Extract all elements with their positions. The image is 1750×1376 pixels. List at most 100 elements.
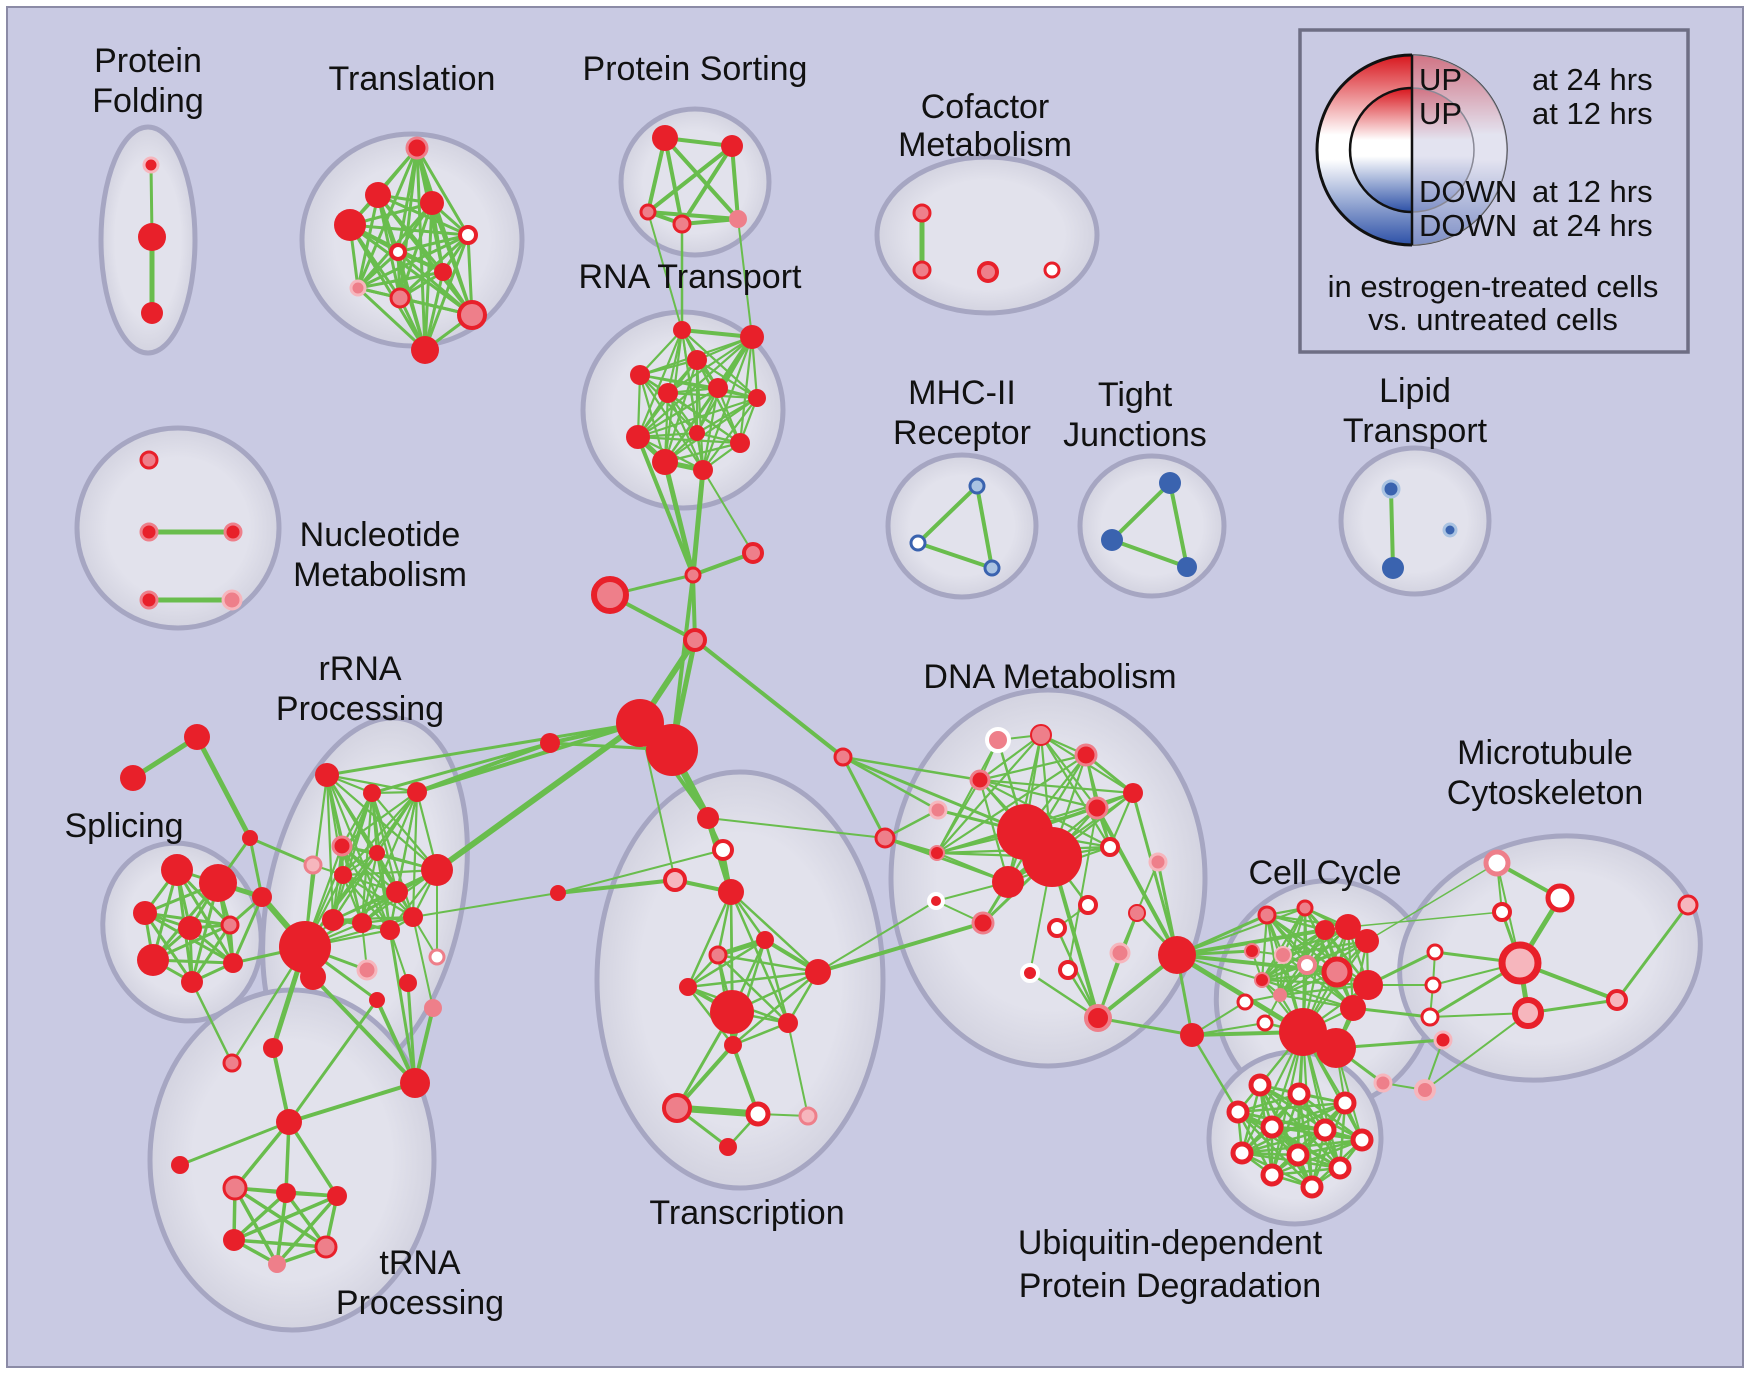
cluster-label-tight-junctions: Tight	[1098, 376, 1173, 414]
edge	[356, 233, 470, 290]
edge	[415, 146, 470, 237]
node	[712, 839, 734, 861]
edge	[1110, 481, 1172, 542]
node	[380, 920, 400, 940]
edge	[1175, 928, 1327, 957]
node	[457, 300, 487, 330]
legend-direction-1: UP	[1419, 96, 1462, 131]
edge	[356, 270, 445, 290]
edge	[841, 755, 887, 840]
node	[1313, 1118, 1337, 1142]
node	[1373, 1073, 1393, 1093]
node	[1498, 941, 1542, 985]
node	[1483, 849, 1511, 877]
node	[652, 125, 678, 151]
node	[1286, 1143, 1310, 1167]
node	[184, 724, 210, 750]
node	[1316, 1028, 1356, 1068]
node	[693, 460, 713, 480]
node	[1101, 529, 1123, 551]
legend-faded-half	[1412, 55, 1507, 245]
node	[220, 915, 240, 935]
node	[363, 784, 381, 802]
node	[222, 1175, 248, 1201]
node	[139, 450, 159, 470]
edge	[730, 144, 740, 221]
node	[181, 971, 203, 993]
edge	[686, 890, 733, 989]
node	[1420, 1007, 1440, 1027]
node	[356, 959, 378, 981]
edge	[729, 890, 820, 974]
node	[1100, 837, 1120, 857]
edge	[1067, 807, 1098, 971]
cluster-label-protein-sorting: Protein Sorting	[583, 50, 808, 88]
edge	[287, 1120, 339, 1198]
edge	[1270, 1138, 1364, 1177]
edge	[978, 778, 1135, 795]
edge	[666, 391, 705, 472]
node	[1074, 743, 1098, 767]
edge	[325, 721, 642, 777]
node	[389, 287, 411, 309]
node	[1545, 883, 1575, 913]
node	[1274, 946, 1292, 964]
cluster-label-splicing: Splicing	[64, 807, 183, 845]
node	[369, 845, 385, 861]
node	[252, 887, 272, 907]
node	[1244, 943, 1260, 959]
edge	[233, 1120, 291, 1190]
edge	[737, 218, 753, 338]
edge	[190, 980, 234, 1065]
edge	[1429, 1012, 1529, 1018]
edge	[690, 467, 706, 578]
node	[142, 156, 160, 174]
node	[1020, 963, 1040, 983]
edge	[1260, 906, 1307, 982]
edge	[1168, 481, 1189, 569]
edge	[175, 868, 235, 965]
node	[833, 747, 853, 767]
node	[729, 210, 747, 228]
edge	[666, 391, 742, 445]
edge	[935, 733, 1043, 855]
legend-time-3: at 24 hrs	[1532, 208, 1653, 243]
cluster-label-trna-processing: Processing	[336, 1284, 504, 1322]
cluster-label-mhc-ii-receptor: Receptor	[893, 414, 1031, 452]
node	[719, 1138, 737, 1156]
edge	[701, 396, 759, 472]
node	[1297, 955, 1317, 975]
node	[331, 835, 353, 857]
node	[1043, 261, 1061, 279]
edge	[1096, 1016, 1194, 1037]
node	[389, 243, 407, 261]
node	[1022, 827, 1082, 887]
node	[1148, 852, 1168, 872]
node	[1226, 1100, 1250, 1124]
node	[1606, 989, 1628, 1011]
node	[400, 1068, 430, 1098]
node	[315, 763, 339, 787]
cluster-ellipse-lipid-transport	[1338, 445, 1492, 597]
node	[1414, 1079, 1436, 1101]
node	[405, 136, 429, 160]
edge	[663, 396, 759, 464]
legend-inner-left-arc	[1348, 86, 1413, 214]
edge	[406, 981, 417, 1085]
node	[1273, 988, 1287, 1002]
edge	[375, 998, 417, 1085]
node	[399, 974, 417, 992]
edge	[1615, 903, 1690, 1002]
edge	[636, 328, 684, 439]
cluster-ellipse-tight-junctions	[1077, 453, 1227, 599]
edge	[356, 286, 427, 352]
cluster-ellipse-cofactor-metabolism	[874, 154, 1100, 316]
node	[1321, 956, 1353, 988]
node	[1177, 557, 1197, 577]
edge	[841, 755, 940, 812]
edge	[556, 878, 677, 895]
node	[969, 769, 991, 791]
node	[349, 279, 367, 297]
node	[268, 1255, 286, 1273]
